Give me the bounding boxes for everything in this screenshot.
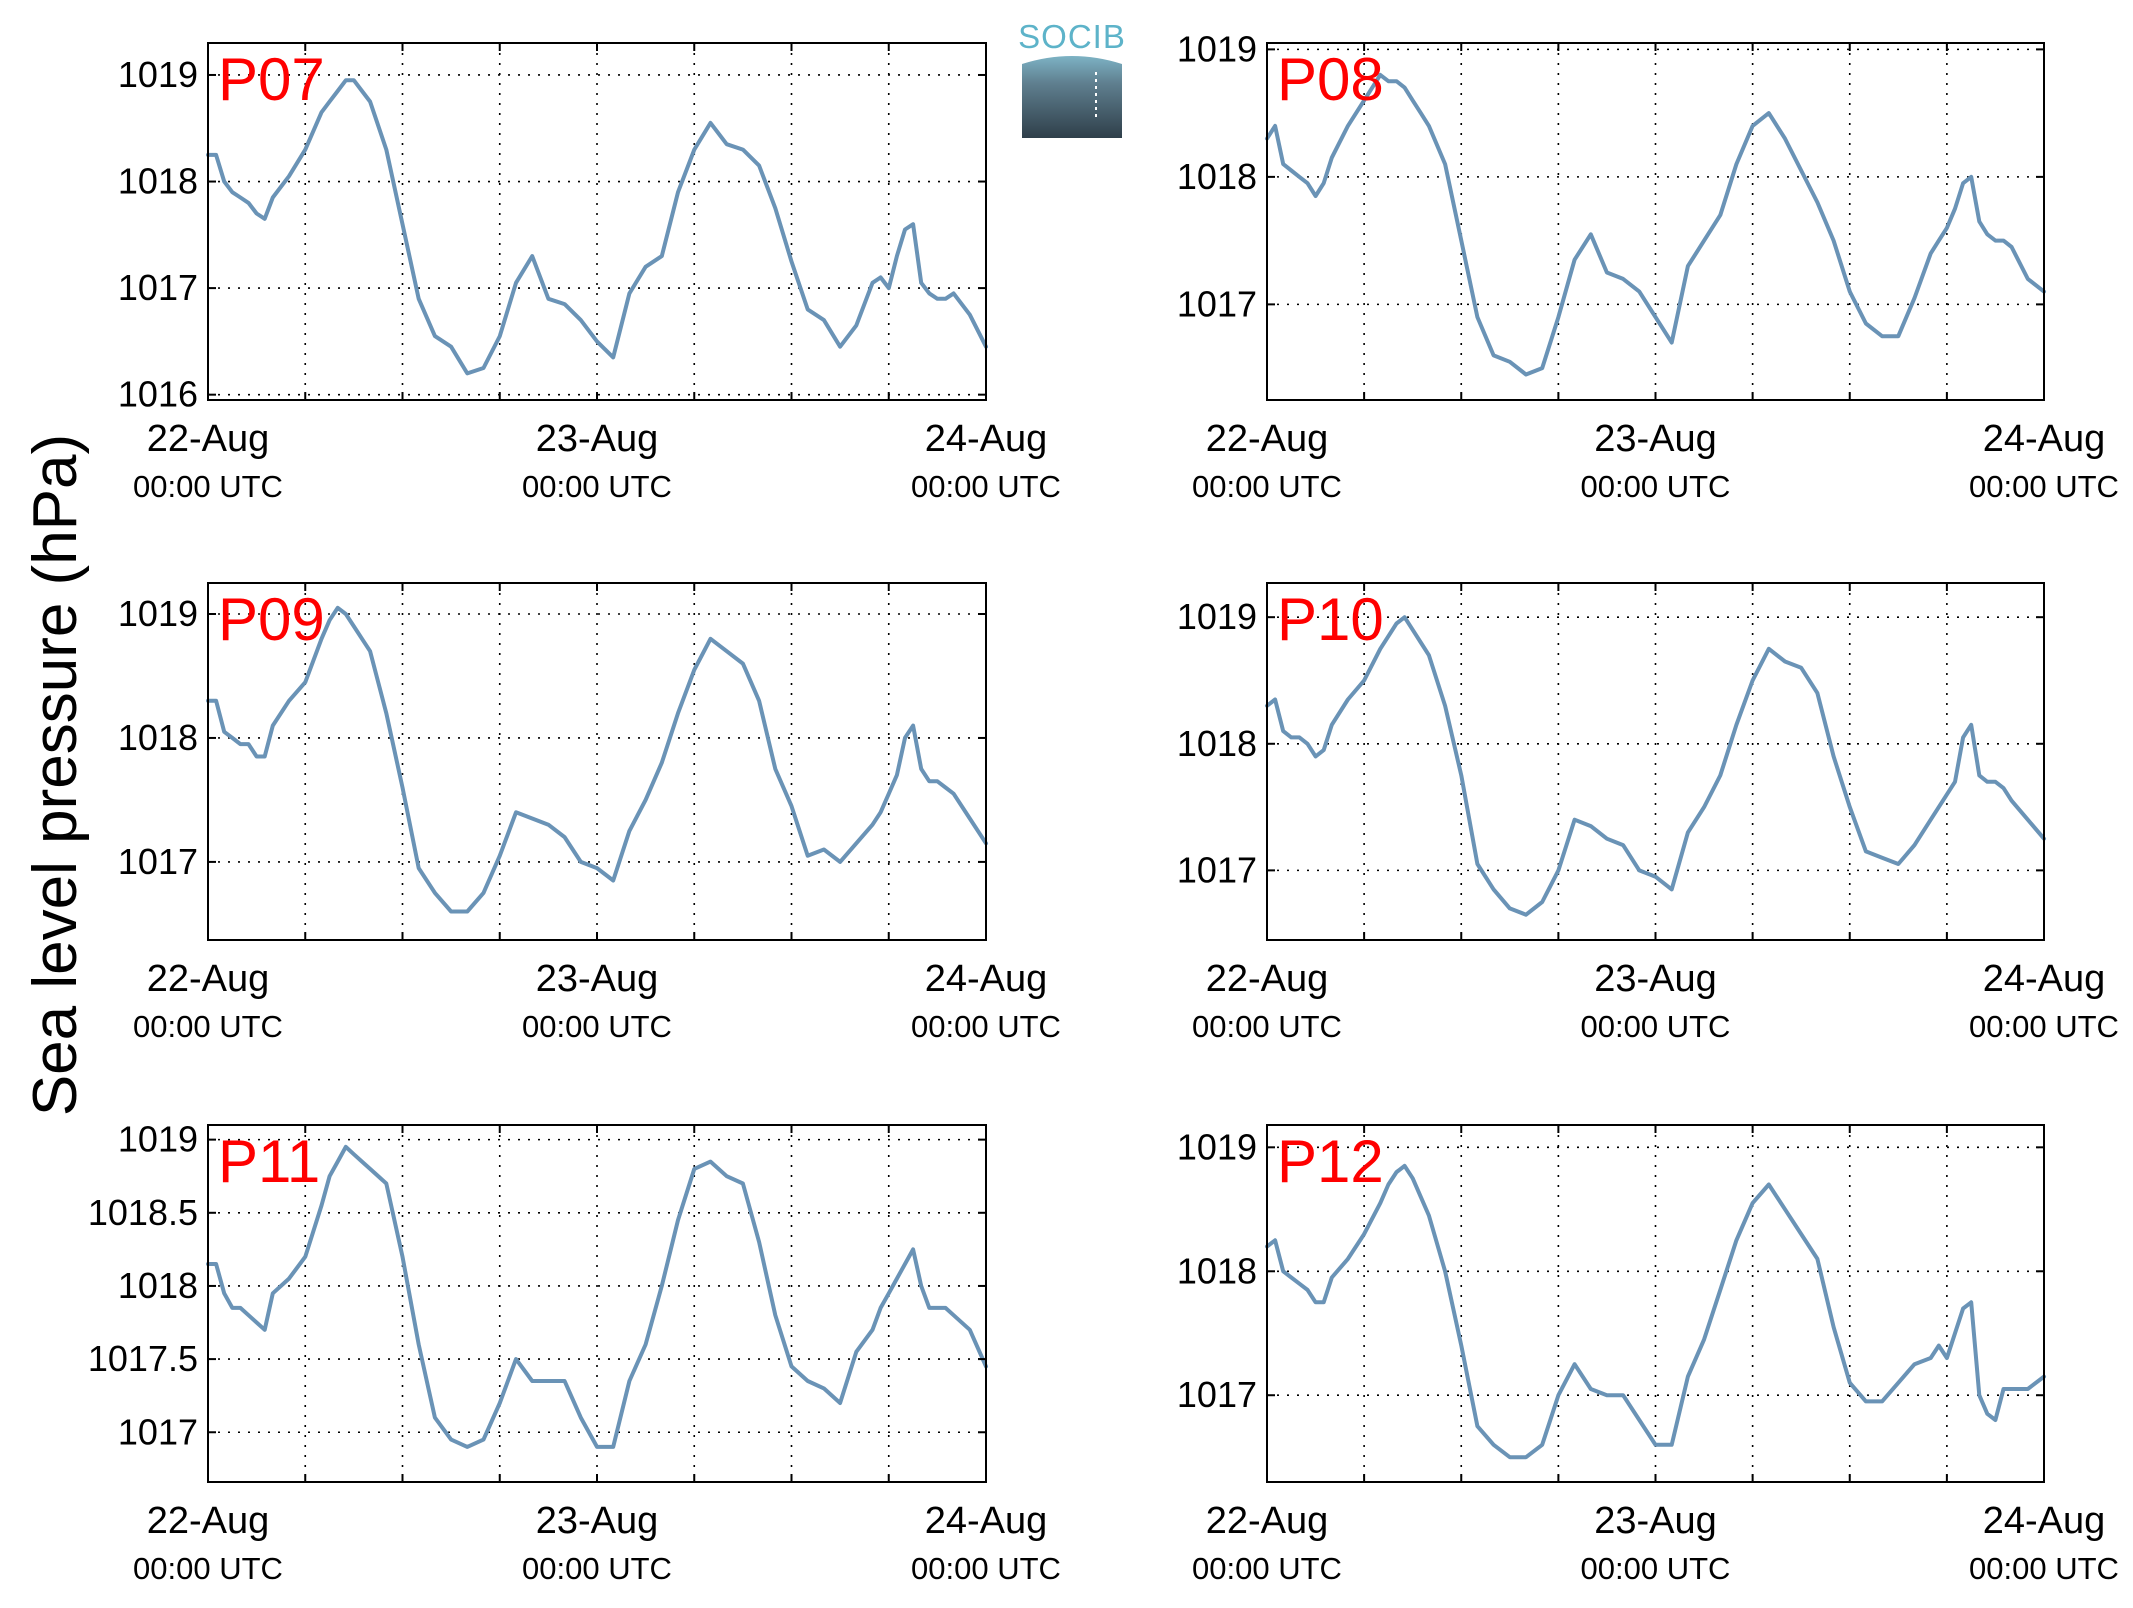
chart-panel: 1017 1018 1019 22-Aug 00:00 UTC 23-Aug 00:00 U… — [1177, 28, 2119, 504]
x-tick-time-label: 00:00 UTC — [1581, 469, 1731, 504]
series-line — [1265, 72, 2046, 377]
x-tick-time-label: 00:00 UTC — [1581, 1009, 1731, 1044]
y-tick-label: 1017 — [118, 841, 198, 882]
x-tick-date-label: 24-Aug — [1983, 418, 2106, 460]
figure-ylabel: Sea level pressure (hPa) — [21, 434, 90, 1116]
y-tick-label: 1017 — [1177, 283, 1257, 324]
series-line — [206, 605, 988, 914]
y-tick-label: 1019 — [1177, 1126, 1257, 1167]
panel-title: P09 — [218, 586, 325, 653]
chart-panel: 1017 1018 1019 22-Aug 00:00 UTC 23-Aug 00:00 U… — [1177, 1124, 2119, 1586]
y-tick-label: 1019 — [1177, 28, 1257, 69]
y-tick-label: 1017.5 — [88, 1338, 198, 1379]
y-tick-label: 1018 — [118, 717, 198, 758]
panel-title: P12 — [1277, 1128, 1384, 1195]
y-tick-label: 1018.5 — [88, 1192, 198, 1233]
x-tick-date-label: 23-Aug — [536, 958, 659, 1000]
socib-logo: SOCIB — [1018, 18, 1126, 138]
x-tick-date-label: 23-Aug — [1594, 958, 1717, 1000]
x-tick-date-label: 24-Aug — [925, 958, 1048, 1000]
series-line — [1265, 1163, 2046, 1460]
y-tick-label: 1019 — [118, 54, 198, 95]
x-tick-time-label: 00:00 UTC — [522, 1551, 672, 1586]
x-tick-time-label: 00:00 UTC — [1192, 469, 1342, 504]
x-tick-date-label: 23-Aug — [536, 1500, 659, 1542]
x-tick-time-label: 00:00 UTC — [1969, 1009, 2119, 1044]
x-tick-time-label: 00:00 UTC — [133, 1551, 283, 1586]
y-tick-label: 1018 — [1177, 723, 1257, 764]
panel-title: P11 — [218, 1128, 320, 1195]
x-tick-time-label: 00:00 UTC — [1581, 1551, 1731, 1586]
chart-panel: 1017 1017.5 1018 1018.5 1019 22-Aug 00:00 UTC 2… — [88, 1119, 1061, 1586]
x-tick-date-label: 22-Aug — [1206, 1500, 1329, 1542]
x-tick-time-label: 00:00 UTC — [1192, 1551, 1342, 1586]
x-tick-date-label: 24-Aug — [1983, 1500, 2106, 1542]
panels: 1016 1017 1018 1019 22-Aug 00:00 UTC 23-Aug 00:… — [88, 28, 2119, 1586]
x-tick-date-label: 22-Aug — [147, 958, 270, 1000]
x-tick-time-label: 00:00 UTC — [1969, 469, 2119, 504]
series-line — [206, 1144, 988, 1449]
y-tick-label: 1018 — [1177, 156, 1257, 197]
chart-panel: 1016 1017 1018 1019 22-Aug 00:00 UTC 23-Aug 00:… — [118, 42, 1061, 504]
y-tick-label: 1018 — [118, 1265, 198, 1306]
logo-wave — [1022, 54, 1122, 64]
x-tick-date-label: 22-Aug — [147, 418, 270, 460]
x-tick-date-label: 22-Aug — [147, 1500, 270, 1542]
panel-title: P08 — [1277, 46, 1384, 113]
y-tick-label: 1017 — [1177, 849, 1257, 890]
y-tick-label: 1016 — [118, 374, 198, 415]
y-tick-label: 1019 — [118, 1119, 198, 1160]
x-tick-time-label: 00:00 UTC — [911, 1551, 1061, 1586]
panel-title: P07 — [218, 46, 325, 113]
x-tick-time-label: 00:00 UTC — [1969, 1551, 2119, 1586]
y-tick-label: 1017 — [118, 1411, 198, 1452]
panel-title: P10 — [1277, 586, 1384, 653]
x-tick-date-label: 22-Aug — [1206, 418, 1329, 460]
series-line — [1265, 615, 2046, 917]
x-tick-time-label: 00:00 UTC — [522, 1009, 672, 1044]
x-tick-date-label: 23-Aug — [1594, 1500, 1717, 1542]
x-tick-time-label: 00:00 UTC — [911, 469, 1061, 504]
y-tick-label: 1018 — [118, 161, 198, 202]
y-tick-label: 1019 — [1177, 596, 1257, 637]
x-tick-date-label: 23-Aug — [536, 418, 659, 460]
x-tick-date-label: 24-Aug — [925, 418, 1048, 460]
y-tick-label: 1019 — [118, 593, 198, 634]
x-tick-time-label: 00:00 UTC — [133, 1009, 283, 1044]
x-tick-date-label: 24-Aug — [925, 1500, 1048, 1542]
series-line — [206, 78, 988, 376]
x-tick-time-label: 00:00 UTC — [1192, 1009, 1342, 1044]
x-tick-time-label: 00:00 UTC — [133, 469, 283, 504]
logo-mark — [1022, 54, 1122, 138]
y-tick-label: 1017 — [118, 267, 198, 308]
logo-wordmark: SOCIB — [1018, 18, 1126, 55]
x-tick-time-label: 00:00 UTC — [911, 1009, 1061, 1044]
x-tick-date-label: 24-Aug — [1983, 958, 2106, 1000]
y-tick-label: 1018 — [1177, 1250, 1257, 1291]
chart-panel: 1017 1018 1019 22-Aug 00:00 UTC 23-Aug 00:00 U… — [1177, 582, 2119, 1044]
x-tick-date-label: 23-Aug — [1594, 418, 1717, 460]
x-tick-time-label: 00:00 UTC — [522, 469, 672, 504]
chart-panel: 1017 1018 1019 22-Aug 00:00 UTC 23-Aug 00:00 U… — [118, 582, 1061, 1044]
x-tick-date-label: 22-Aug — [1206, 958, 1329, 1000]
y-tick-label: 1017 — [1177, 1374, 1257, 1415]
